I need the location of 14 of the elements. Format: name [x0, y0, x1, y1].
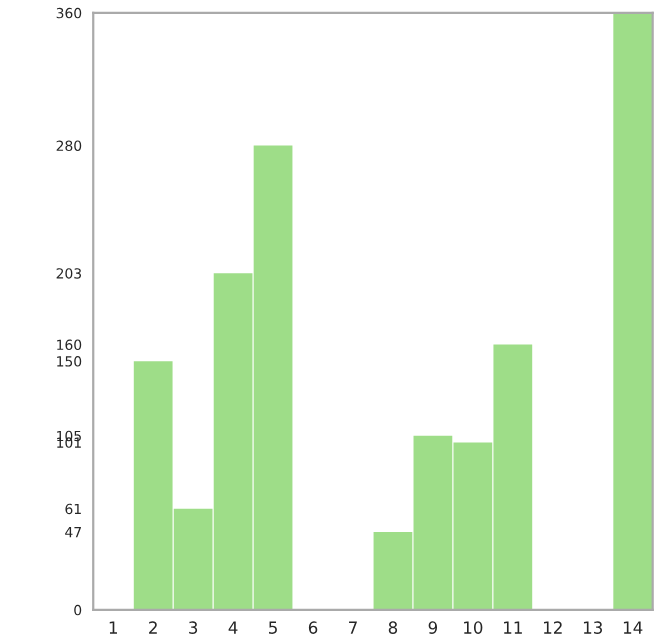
x-tick-label: 13 — [583, 621, 603, 634]
x-tick-label: 10 — [464, 621, 483, 634]
x-tick-label: 12 — [544, 621, 562, 634]
x-tick-label: 14 — [623, 621, 643, 634]
x-tick-label: 4 — [228, 621, 238, 634]
x-tick-label: 7 — [349, 621, 357, 634]
x-tick-label: 1 — [109, 621, 117, 634]
x-tick-label: 8 — [388, 621, 398, 634]
x-tick-label: 3 — [189, 621, 198, 634]
x-tick-label: 5 — [269, 621, 277, 634]
x-tick-label: 6 — [308, 621, 318, 634]
x-tick-label: 9 — [428, 621, 438, 634]
x-tick-label: 2 — [149, 621, 157, 634]
x-tick-label: 11 — [504, 621, 522, 634]
